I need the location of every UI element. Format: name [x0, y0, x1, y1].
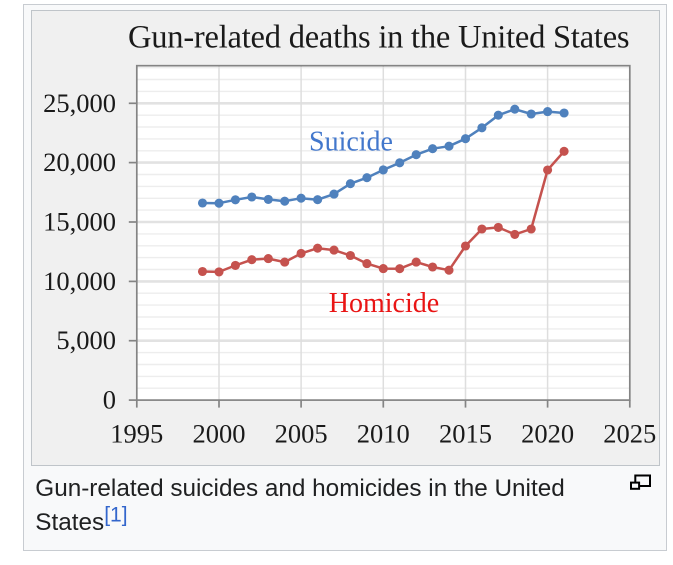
- svg-text:25,000: 25,000: [43, 88, 116, 118]
- svg-text:Homicide: Homicide: [329, 288, 439, 319]
- svg-text:2000: 2000: [193, 419, 246, 449]
- svg-text:Gun-related deaths in the Unit: Gun-related deaths in the United States: [128, 20, 629, 56]
- svg-text:2010: 2010: [357, 419, 410, 449]
- svg-text:0: 0: [103, 385, 116, 415]
- svg-text:10,000: 10,000: [43, 266, 116, 296]
- svg-text:1995: 1995: [110, 419, 163, 449]
- svg-text:2020: 2020: [521, 419, 574, 449]
- svg-text:15,000: 15,000: [43, 207, 116, 237]
- svg-text:2015: 2015: [439, 419, 492, 449]
- svg-text:2005: 2005: [275, 419, 328, 449]
- svg-text:2025: 2025: [603, 419, 656, 449]
- svg-text:20,000: 20,000: [43, 147, 116, 177]
- svg-text:Suicide: Suicide: [309, 127, 393, 158]
- svg-text:5,000: 5,000: [56, 325, 116, 355]
